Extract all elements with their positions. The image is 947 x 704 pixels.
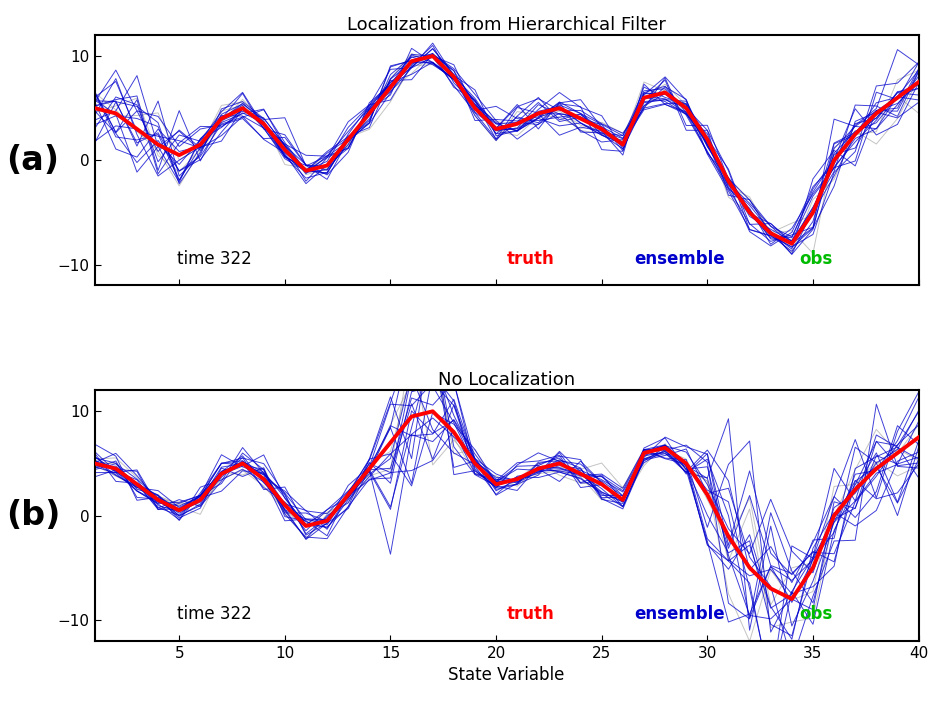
Text: obs: obs bbox=[799, 250, 832, 268]
Title: Localization from Hierarchical Filter: Localization from Hierarchical Filter bbox=[348, 15, 666, 34]
Text: (a): (a) bbox=[7, 144, 60, 177]
Title: No Localization: No Localization bbox=[438, 371, 575, 389]
Text: time 322: time 322 bbox=[177, 250, 252, 268]
Text: truth: truth bbox=[507, 250, 554, 268]
Text: ensemble: ensemble bbox=[634, 605, 725, 623]
Text: (b): (b) bbox=[6, 499, 60, 532]
X-axis label: State Variable: State Variable bbox=[449, 666, 564, 684]
Text: obs: obs bbox=[799, 605, 832, 623]
Text: ensemble: ensemble bbox=[634, 250, 725, 268]
Text: truth: truth bbox=[507, 605, 554, 623]
Text: time 322: time 322 bbox=[177, 605, 252, 623]
